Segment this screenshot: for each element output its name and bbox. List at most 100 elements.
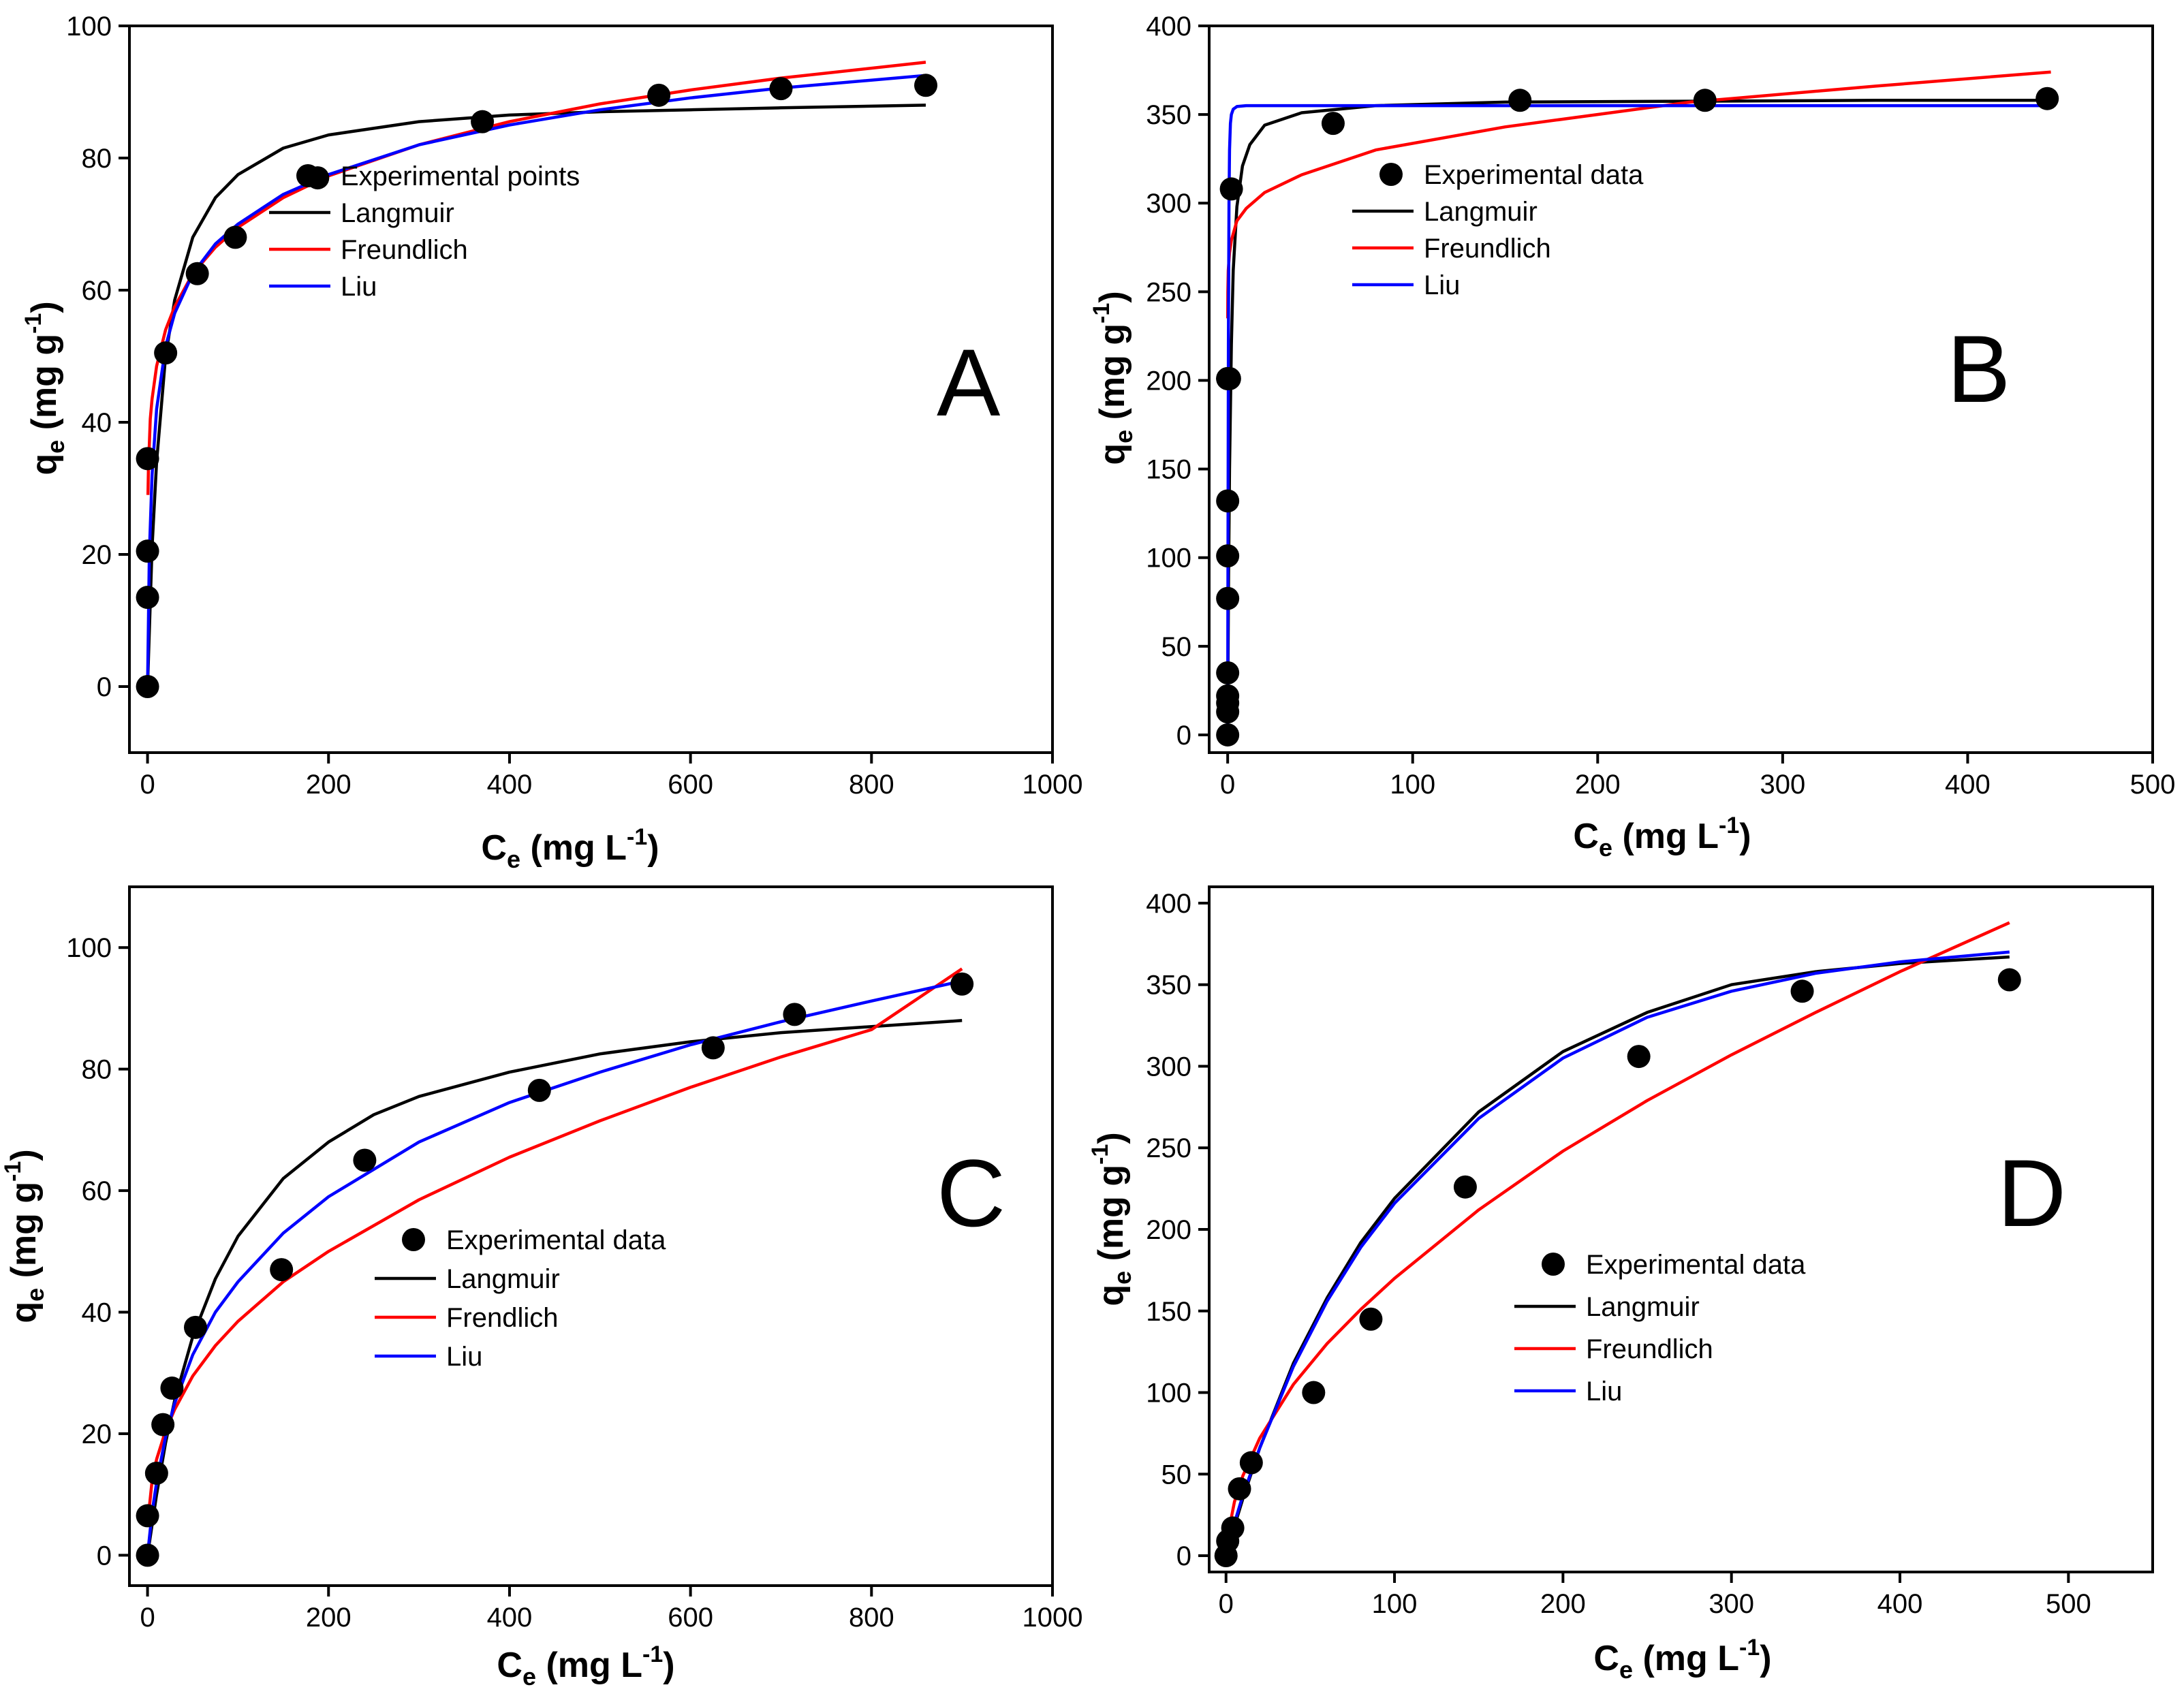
x-tick-label: 400 — [487, 1603, 533, 1633]
data-point — [353, 1148, 377, 1172]
data-point — [136, 1543, 159, 1567]
experimental-points — [136, 972, 974, 1567]
langmuir-legend-label: Langmuir — [1424, 197, 1538, 227]
data-point — [1228, 1477, 1251, 1500]
experimental-data-legend-label: Experimental data — [446, 1225, 666, 1255]
data-point — [136, 675, 159, 698]
x-tick-label: 800 — [849, 770, 894, 800]
x-tick-label: 600 — [668, 770, 713, 800]
y-tick-label: 0 — [1176, 721, 1191, 751]
experimental-points — [136, 74, 938, 698]
legend: Experimental data Langmuir Frendlich Liu — [375, 1225, 666, 1372]
freundlich-curve — [1226, 921, 2010, 1537]
y-tick-label: 200 — [1146, 366, 1191, 396]
y-axis-label-main: q — [1093, 443, 1132, 465]
x-tick-label: 1000 — [1023, 1603, 1083, 1633]
x-axis-label-sub: e — [1619, 1656, 1633, 1684]
y-tick-label: 60 — [82, 276, 112, 306]
data-point — [160, 1377, 184, 1400]
y-tick-label: 150 — [1146, 1297, 1191, 1327]
y-tick-label: 80 — [82, 1055, 112, 1085]
axis-ticks: 0 100 200 300 400 500 0 50 100 150 200 250 300 350 400 — [1146, 12, 2175, 800]
y-tick-label: 40 — [82, 1298, 112, 1328]
data-point — [1216, 661, 1240, 685]
y-axis-label-units: (mg g — [25, 334, 64, 440]
frendlich-legend-label: Frendlich — [446, 1303, 559, 1333]
data-point — [783, 1003, 807, 1026]
fit-curves — [1224, 921, 2010, 1556]
y-tick-label: 350 — [1146, 971, 1191, 1001]
freundlich-curve — [146, 61, 926, 495]
liu-curve — [1224, 950, 2010, 1556]
legend: Experimental data Langmuir Freundlich Liu — [1514, 1250, 1806, 1406]
panel-b: 0 100 200 300 400 500 0 50 100 150 200 250 300 350 400… — [1089, 12, 2175, 862]
y-axis-label-sup: -1 — [1089, 303, 1114, 324]
x-tick-label: 200 — [1540, 1589, 1586, 1619]
frendlich-curve — [146, 967, 963, 1516]
x-tick-label: 200 — [306, 1603, 352, 1633]
x-tick-label: 500 — [2046, 1589, 2091, 1619]
x-tick-label: 0 — [140, 1603, 155, 1633]
data-point — [136, 1504, 159, 1528]
x-tick-label: 600 — [668, 1603, 713, 1633]
x-tick-label: 300 — [1760, 770, 1805, 800]
experimental-data-legend-marker — [1379, 163, 1403, 186]
y-tick-label: 250 — [1146, 1133, 1191, 1163]
freundlich-legend-label: Freundlich — [341, 235, 468, 265]
y-tick-label: 300 — [1146, 189, 1191, 219]
data-point — [1693, 89, 1717, 112]
x-axis-label-close: ) — [1739, 817, 1751, 856]
legend: Experimental data Langmuir Freundlich Liu — [1352, 160, 1644, 300]
data-point — [223, 225, 247, 249]
data-point — [1216, 586, 1240, 610]
plot-frame — [128, 25, 1054, 754]
y-tick-label: 20 — [82, 1419, 112, 1449]
y-axis-label-units: (mg g — [1091, 1165, 1131, 1271]
data-point — [136, 539, 159, 563]
legend: Experimental points Langmuir Freundlich Liu — [269, 161, 580, 302]
x-tick-label: 400 — [1945, 770, 1991, 800]
x-tick-label: 1000 — [1023, 770, 1083, 800]
x-axis-label-main: C — [497, 1646, 522, 1685]
panel-label: A — [937, 329, 1001, 436]
x-axis-label-main: C — [1593, 1639, 1619, 1678]
y-axis-label-sub: e — [1110, 430, 1138, 443]
liu-curve — [146, 74, 926, 687]
langmuir-legend-label: Langmuir — [1586, 1292, 1700, 1322]
data-point — [1216, 544, 1240, 568]
y-tick-label: 100 — [66, 933, 112, 963]
data-point — [1321, 112, 1345, 136]
y-axis-label-close: ) — [1093, 291, 1132, 302]
x-axis-label-close: ) — [1760, 1639, 1771, 1678]
x-axis-label-units: (mg L — [1633, 1639, 1739, 1678]
liu-legend-label: Liu — [1586, 1377, 1622, 1406]
y-axis-label: qe (mg g-1) — [20, 301, 69, 475]
x-tick-label: 800 — [849, 1603, 894, 1633]
x-axis-label-close: ) — [647, 828, 659, 868]
freundlich-legend-label: Freundlich — [1424, 234, 1551, 264]
liu-legend-label: Liu — [341, 272, 377, 302]
data-point — [1302, 1381, 1326, 1404]
panel-d: 0 100 200 300 400 500 0 50 100 150 200 250 300 350 400… — [1087, 885, 2154, 1684]
x-tick-label: 100 — [1372, 1589, 1418, 1619]
y-axis-label-sub: e — [21, 1288, 49, 1302]
x-axis-label-units: (mg L — [536, 1646, 642, 1685]
fit-curves — [1226, 70, 2051, 736]
plot-frame — [128, 885, 1054, 1587]
experimental-data-legend-marker — [1542, 1253, 1565, 1276]
x-axis-label: Ce (mg L-1) — [1573, 813, 1751, 862]
x-tick-label: 0 — [1220, 770, 1235, 800]
panel-label: C — [937, 1139, 1005, 1246]
y-tick-label: 0 — [97, 1541, 112, 1571]
fit-curves — [146, 967, 963, 1556]
y-tick-label: 200 — [1146, 1215, 1191, 1245]
y-tick-label: 20 — [82, 540, 112, 570]
data-point — [1508, 89, 1532, 112]
data-point — [1453, 1175, 1477, 1199]
experimental-data-legend-label: Experimental data — [1424, 160, 1644, 190]
y-axis-label-sup: -1 — [20, 313, 46, 334]
experimental-points-legend-label: Experimental points — [341, 161, 580, 191]
y-tick-label: 300 — [1146, 1052, 1191, 1082]
langmuir-curve — [1226, 99, 2051, 736]
x-axis-label-units: (mg L — [1612, 817, 1719, 856]
